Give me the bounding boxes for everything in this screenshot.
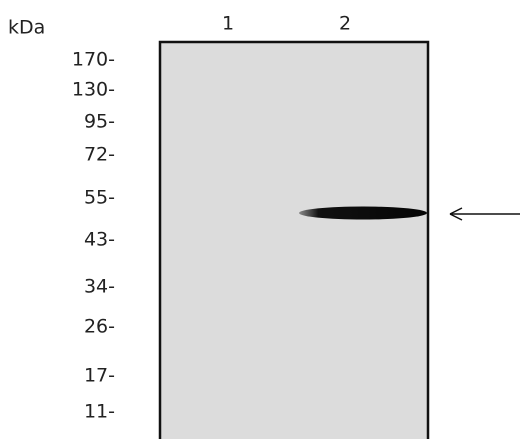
marker-label: 72- xyxy=(84,144,115,166)
lane-label: 1 xyxy=(222,13,234,35)
blot-membrane xyxy=(160,42,428,439)
marker-label: 34- xyxy=(84,276,115,298)
protein-band xyxy=(299,207,427,220)
marker-label: 43- xyxy=(84,229,115,251)
marker-label: 170- xyxy=(72,49,115,71)
blot-figure: kDa 1 2 170- 130- 95- 72- 55- 43- 34- 26… xyxy=(0,0,523,439)
marker-label: 26- xyxy=(84,316,115,338)
marker-label: 95- xyxy=(84,111,115,133)
marker-label: 55- xyxy=(84,187,115,209)
lane-label: 2 xyxy=(339,13,351,35)
unit-label: kDa xyxy=(8,17,45,39)
marker-label: 130- xyxy=(72,79,115,101)
marker-label: 17- xyxy=(84,365,115,387)
marker-label: 11- xyxy=(84,401,115,423)
